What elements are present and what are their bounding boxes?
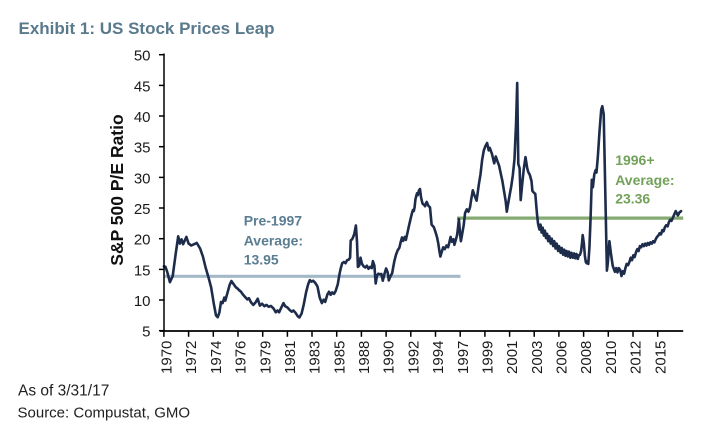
svg-text:Source: Compustat, GMO: Source: Compustat, GMO (18, 404, 191, 421)
svg-text:1992: 1992 (405, 341, 422, 374)
svg-text:Average:: Average: (244, 232, 303, 248)
svg-text:1999: 1999 (480, 341, 497, 374)
svg-text:1996+: 1996+ (615, 152, 654, 168)
svg-text:25: 25 (134, 201, 151, 218)
svg-text:45: 45 (134, 78, 151, 95)
svg-text:40: 40 (134, 109, 151, 126)
svg-text:13.95: 13.95 (244, 251, 279, 267)
svg-text:2006: 2006 (554, 341, 571, 374)
svg-text:1983: 1983 (307, 341, 324, 374)
svg-text:30: 30 (134, 170, 151, 187)
svg-text:1985: 1985 (331, 341, 348, 374)
svg-text:1990: 1990 (381, 341, 398, 374)
svg-text:50: 50 (134, 48, 151, 65)
svg-text:2010: 2010 (603, 341, 620, 374)
svg-text:1997: 1997 (455, 341, 472, 374)
svg-text:Pre-1997: Pre-1997 (244, 212, 303, 228)
svg-text:1994: 1994 (430, 341, 447, 374)
svg-text:2003: 2003 (529, 341, 546, 374)
svg-text:23.36: 23.36 (615, 191, 650, 207)
svg-text:2008: 2008 (578, 341, 595, 374)
svg-text:1979: 1979 (257, 341, 274, 374)
svg-text:1970: 1970 (159, 341, 176, 374)
svg-text:2015: 2015 (652, 341, 669, 374)
svg-text:Average:: Average: (615, 172, 674, 188)
svg-text:2012: 2012 (628, 341, 645, 374)
svg-text:5: 5 (142, 324, 150, 341)
svg-text:Exhibit 1: US Stock Prices Lea: Exhibit 1: US Stock Prices Leap (19, 19, 275, 38)
svg-text:As of 3/31/17: As of 3/31/17 (18, 383, 109, 400)
svg-text:10: 10 (134, 293, 151, 310)
svg-text:2001: 2001 (504, 341, 521, 374)
svg-text:1976: 1976 (233, 341, 250, 374)
svg-text:15: 15 (134, 262, 151, 279)
svg-text:1974: 1974 (208, 341, 225, 374)
svg-text:20: 20 (134, 232, 151, 249)
svg-text:1972: 1972 (183, 341, 200, 374)
svg-text:1988: 1988 (356, 341, 373, 374)
svg-text:S&P 500 P/E Ratio: S&P 500 P/E Ratio (107, 114, 127, 265)
svg-text:1981: 1981 (282, 341, 299, 374)
svg-text:35: 35 (134, 140, 151, 157)
